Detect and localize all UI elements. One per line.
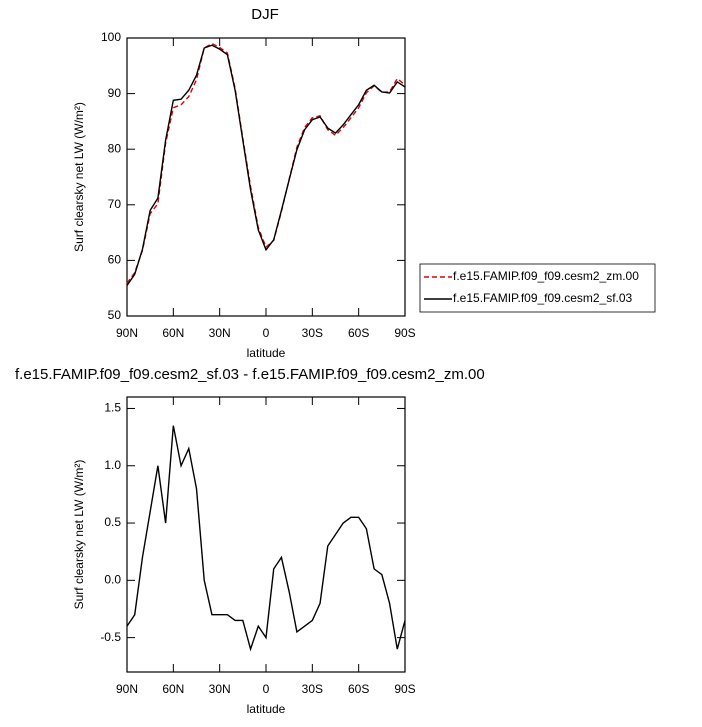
data-line xyxy=(126,42,406,284)
x-tick-label: 60N xyxy=(162,682,184,696)
x-tick-label: 60N xyxy=(162,326,184,340)
y-tick-label: 60 xyxy=(108,253,122,267)
y-tick-label: 1.5 xyxy=(104,401,121,415)
data-line xyxy=(126,425,406,652)
x-tick-label: 90N xyxy=(116,326,138,340)
y-axis-label: Surf clearsky net LW (W/m²) xyxy=(72,460,86,610)
data-line xyxy=(126,44,406,286)
x-tick-label: 90S xyxy=(394,682,415,696)
x-tick-label: 90S xyxy=(394,326,415,340)
x-tick-label: 90N xyxy=(116,682,138,696)
legend-box xyxy=(419,263,656,313)
x-axis-label: latitude xyxy=(247,702,286,716)
plot-frame xyxy=(126,37,406,317)
legend-label: f.e15.FAMIP.f09_f09.cesm2_zm.00 xyxy=(453,269,639,283)
y-tick-label: 90 xyxy=(108,86,122,100)
chart-title: f.e15.FAMIP.f09_f09.cesm2_sf.03 - f.e15.… xyxy=(15,366,485,383)
y-tick-label: 50 xyxy=(108,308,122,322)
y-tick-label: 1.0 xyxy=(104,458,121,472)
x-tick-label: 60S xyxy=(348,682,369,696)
y-tick-label: 100 xyxy=(101,30,121,44)
y-tick-label: 80 xyxy=(108,141,122,155)
y-tick-label: 0.0 xyxy=(104,573,121,587)
x-tick-label: 30N xyxy=(209,682,231,696)
x-axis-label: latitude xyxy=(247,346,286,360)
y-axis-label: Surf clearsky net LW (W/m²) xyxy=(72,102,86,252)
y-tick-label: 70 xyxy=(108,197,122,211)
legend-label: f.e15.FAMIP.f09_f09.cesm2_sf.03 xyxy=(453,291,633,305)
x-tick-label: 0 xyxy=(263,326,270,340)
x-tick-label: 30S xyxy=(302,682,323,696)
y-tick-label: -0.5 xyxy=(100,630,121,644)
x-tick-label: 0 xyxy=(263,682,270,696)
y-tick-label: 0.5 xyxy=(104,515,121,529)
chart-title: DJF xyxy=(251,6,279,23)
plot-frame xyxy=(126,396,406,673)
x-tick-label: 30S xyxy=(302,326,323,340)
x-tick-label: 60S xyxy=(348,326,369,340)
x-tick-label: 30N xyxy=(209,326,231,340)
